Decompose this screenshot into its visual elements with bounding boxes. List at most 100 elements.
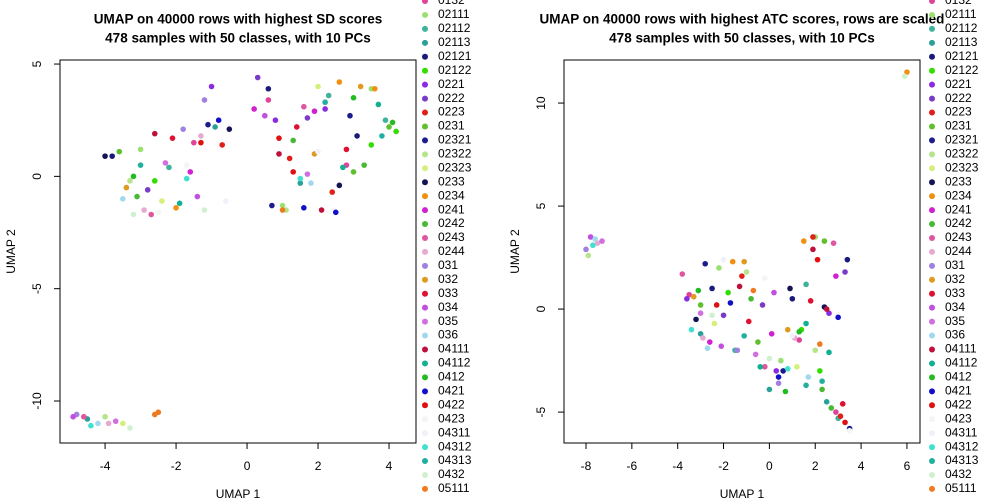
legend-marker [422,123,428,130]
legend-marker [929,53,935,60]
x-tick-label: -4 [100,459,111,473]
scatter-point [599,238,605,244]
scatter-point [382,117,389,124]
legend-marker [929,374,935,381]
legend-marker [422,234,428,241]
scatter-point [315,83,321,90]
legend-label: 04311 [945,425,978,439]
legend-label: 032 [945,272,965,286]
legend-marker [929,430,935,437]
legend-label: 0422 [438,397,465,411]
scatter-point [766,355,773,362]
y-tick-label: -5 [534,406,548,417]
legend-label: 02321 [945,133,979,147]
scatter-point [702,260,709,267]
legend-marker [422,374,428,381]
scatter-point [105,420,112,427]
legend-marker [422,402,428,409]
scatter-point [194,193,201,200]
scatter-point [814,256,821,263]
scatter-point [272,117,279,124]
legend-label: 02323 [438,160,472,174]
scatter-point [775,374,782,380]
scatter-point [279,207,286,213]
legend-label: 0423 [945,411,972,425]
scatter-point [803,382,809,389]
scatter-point [718,343,725,349]
scatter-point [835,314,841,321]
x-tick-label: 4 [858,459,865,473]
scatter-point [736,283,743,290]
scatter-point [830,240,837,246]
legend-marker [422,290,428,297]
scatter-point [713,302,720,308]
scatter-point [585,252,592,259]
scatter-point [706,339,713,345]
scatter-point [752,351,759,358]
scatter-point [587,234,594,240]
scatter-point [720,312,727,319]
scatter-point [183,162,190,168]
scatter-point [276,151,282,157]
legend-marker [422,485,428,492]
y-tick-label: -10 [30,392,44,410]
scatter-point [709,285,715,292]
scatter-point [308,180,314,186]
scatter-point [794,363,800,370]
scatter-point [254,74,261,81]
legend-marker [929,346,935,353]
scatter-point [679,271,686,277]
legend-marker [422,39,428,46]
legend-marker [929,95,935,102]
scatter-point [148,211,155,218]
scatter-point [134,193,140,200]
y-axis-label: UMAP 2 [4,229,18,274]
legend-marker [929,471,935,478]
scatter-point [725,289,731,296]
legend-marker [422,137,428,144]
legend-label: 05111 [438,481,470,495]
scatter-point [191,139,197,146]
scatter-point [812,347,819,354]
scatter-point [261,112,268,119]
legend-label: 02322 [945,147,979,161]
scatter-point [727,300,734,306]
scatter-point [819,378,825,384]
scatter-point [155,209,162,216]
scatter-point [697,302,704,308]
scatter-point [269,202,275,209]
scatter-point [782,388,789,395]
legend-marker [929,109,935,116]
legend-marker [422,0,428,4]
scatter-point [120,420,126,427]
legend-marker [422,471,428,478]
scatter-point [778,357,784,364]
scatter-point [201,97,208,103]
scatter-point [212,124,218,130]
legend-label: 035 [438,314,458,328]
legend-label: 02112 [945,21,978,35]
scatter-point [800,238,807,244]
x-tick-label: 0 [766,459,773,473]
legend-marker [422,318,428,325]
legend-marker [422,67,428,74]
legend-label: 0432 [438,467,465,481]
scatter-point [343,146,350,153]
legend-marker [929,276,935,283]
scatter-point [322,99,328,106]
scatter-point [141,207,147,213]
chart-title: UMAP on 40000 rows with highest SD score… [94,12,383,27]
scatter-point [120,196,126,202]
scatter-point [741,333,747,339]
x-axis-label: UMAP 1 [216,487,261,501]
legend-marker [422,360,428,367]
scatter-point [265,85,272,92]
scatter-point [594,240,601,246]
scatter-point [80,413,87,420]
legend-label: 031 [945,258,965,272]
scatter-point [293,124,300,130]
scatter-point [810,234,816,240]
legend-marker [422,207,428,214]
legend-marker [422,248,428,255]
legend-label: 0412 [945,370,972,384]
